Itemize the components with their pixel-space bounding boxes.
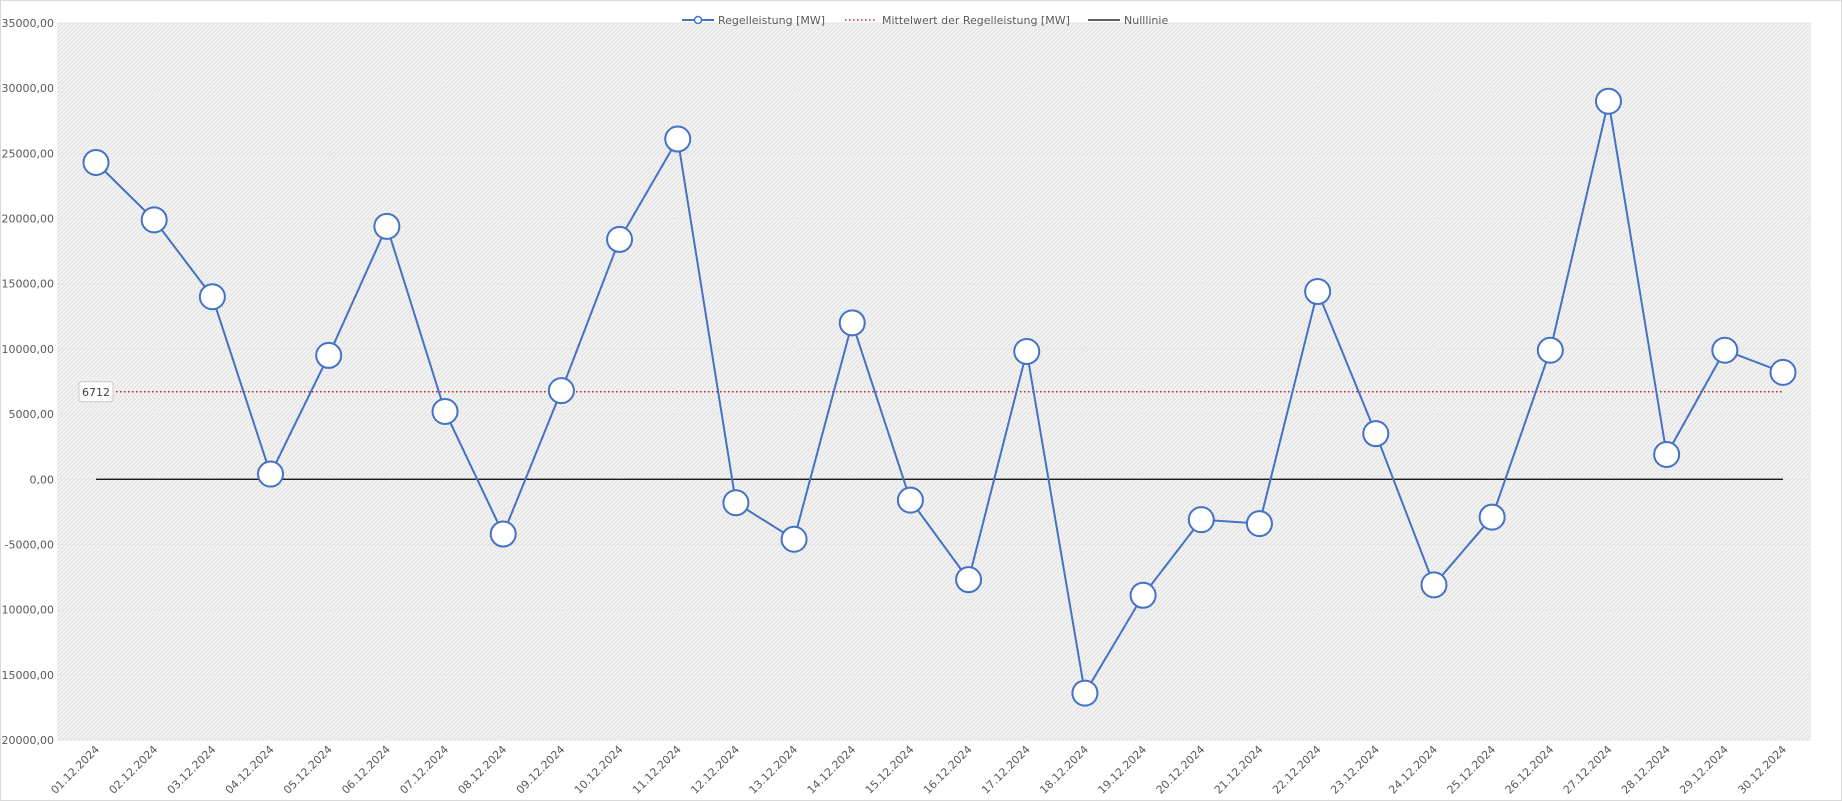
x-tick-label: 20.12.2024 (1154, 743, 1208, 797)
mean-value-label: 6712 (82, 386, 110, 399)
x-tick-label: 01.12.2024 (48, 743, 102, 797)
plot-area (57, 23, 1811, 740)
data-point[interactable] (1013, 338, 1041, 366)
legend-label-main: Regelleistung [MW] (718, 14, 825, 27)
data-point[interactable] (140, 206, 168, 234)
data-point[interactable] (1536, 336, 1564, 364)
data-point[interactable] (955, 566, 983, 594)
legend-label-mean: Mittelwert der Regelleistung [MW] (882, 14, 1070, 27)
data-point[interactable] (1653, 441, 1681, 469)
data-point[interactable] (547, 377, 575, 405)
data-point[interactable] (315, 341, 343, 369)
y-tick-label: 10000,00 (2, 343, 55, 356)
data-point[interactable] (1478, 503, 1506, 531)
x-tick-label: 17.12.2024 (979, 743, 1033, 797)
mean-line-series: 6712 (78, 381, 1783, 403)
x-tick-label: 25.12.2024 (1445, 743, 1499, 797)
main-series (82, 87, 1797, 707)
x-tick-label: 28.12.2024 (1619, 743, 1673, 797)
x-tick-label: 18.12.2024 (1037, 743, 1091, 797)
data-point[interactable] (896, 486, 924, 514)
data-point[interactable] (1304, 278, 1332, 306)
mean-value-label-box (78, 381, 114, 403)
data-point[interactable] (1187, 506, 1215, 534)
legend: Regelleistung [MW] Mittelwert der Regelle… (682, 14, 1168, 27)
y-tick-label: -10000,00 (1, 604, 54, 617)
y-tick-label: 15000,00 (2, 278, 55, 291)
x-tick-label: 04.12.2024 (223, 743, 277, 797)
y-tick-label: 30000,00 (2, 82, 55, 95)
data-point[interactable] (82, 148, 110, 176)
y-tick-label: 5000,00 (9, 408, 55, 421)
data-point[interactable] (1071, 679, 1099, 707)
x-tick-label: 13.12.2024 (746, 743, 800, 797)
x-tick-label: 09.12.2024 (514, 743, 568, 797)
x-tick-label: 06.12.2024 (339, 743, 393, 797)
legend-label-zero: Nulllinie (1124, 14, 1168, 27)
data-point[interactable] (722, 489, 750, 517)
x-tick-label: 24.12.2024 (1386, 743, 1440, 797)
x-tick-label: 12.12.2024 (688, 743, 742, 797)
x-tick-label: 02.12.2024 (107, 743, 161, 797)
y-tick-label: 0,00 (30, 473, 55, 486)
x-tick-label: 30.12.2024 (1735, 743, 1789, 797)
data-point[interactable] (838, 309, 866, 337)
x-tick-label: 05.12.2024 (281, 743, 335, 797)
y-tick-label: -20000,00 (1, 734, 54, 747)
x-tick-label: 08.12.2024 (456, 743, 510, 797)
x-tick-label: 26.12.2024 (1503, 743, 1557, 797)
data-point[interactable] (1769, 358, 1797, 386)
x-tick-label: 27.12.2024 (1561, 743, 1615, 797)
data-point[interactable] (1129, 581, 1157, 609)
data-point[interactable] (664, 125, 692, 153)
data-point[interactable] (1420, 571, 1448, 599)
x-tick-label: 03.12.2024 (165, 743, 219, 797)
y-axis: -20000,00 -15000,00 -10000,00 -5000,00 0,00 5… (1, 17, 54, 747)
x-tick-label: 21.12.2024 (1212, 743, 1266, 797)
data-point[interactable] (198, 283, 226, 311)
x-axis: 01.12.2024 02.12.2024 03.12.2024 04.12.2024… (48, 743, 1789, 797)
data-point[interactable] (606, 225, 634, 253)
data-point[interactable] (257, 460, 285, 488)
data-point[interactable] (431, 397, 459, 425)
y-tick-label: 20000,00 (2, 213, 55, 226)
x-tick-label: 23.12.2024 (1328, 743, 1382, 797)
x-tick-label: 16.12.2024 (921, 743, 975, 797)
y-tick-label: 35000,00 (2, 17, 55, 30)
x-tick-label: 15.12.2024 (863, 743, 917, 797)
data-point[interactable] (1245, 510, 1273, 538)
data-point[interactable] (489, 520, 517, 548)
x-tick-label: 29.12.2024 (1677, 743, 1731, 797)
x-tick-label: 14.12.2024 (805, 743, 859, 797)
data-point[interactable] (373, 212, 401, 240)
legend-marker-main (693, 15, 703, 25)
data-point[interactable] (1594, 87, 1622, 115)
x-tick-label: 19.12.2024 (1095, 743, 1149, 797)
x-tick-label: 11.12.2024 (630, 743, 684, 797)
x-tick-label: 07.12.2024 (397, 743, 451, 797)
y-tick-label: 25000,00 (2, 147, 55, 160)
y-tick-label: -5000,00 (5, 538, 54, 551)
series-line (95, 100, 1784, 696)
data-point[interactable] (1711, 336, 1739, 364)
y-tick-label: -15000,00 (1, 669, 54, 682)
data-point[interactable] (1362, 420, 1390, 448)
x-tick-label: 10.12.2024 (572, 743, 626, 797)
x-tick-label: 22.12.2024 (1270, 743, 1324, 797)
data-point[interactable] (780, 525, 808, 553)
